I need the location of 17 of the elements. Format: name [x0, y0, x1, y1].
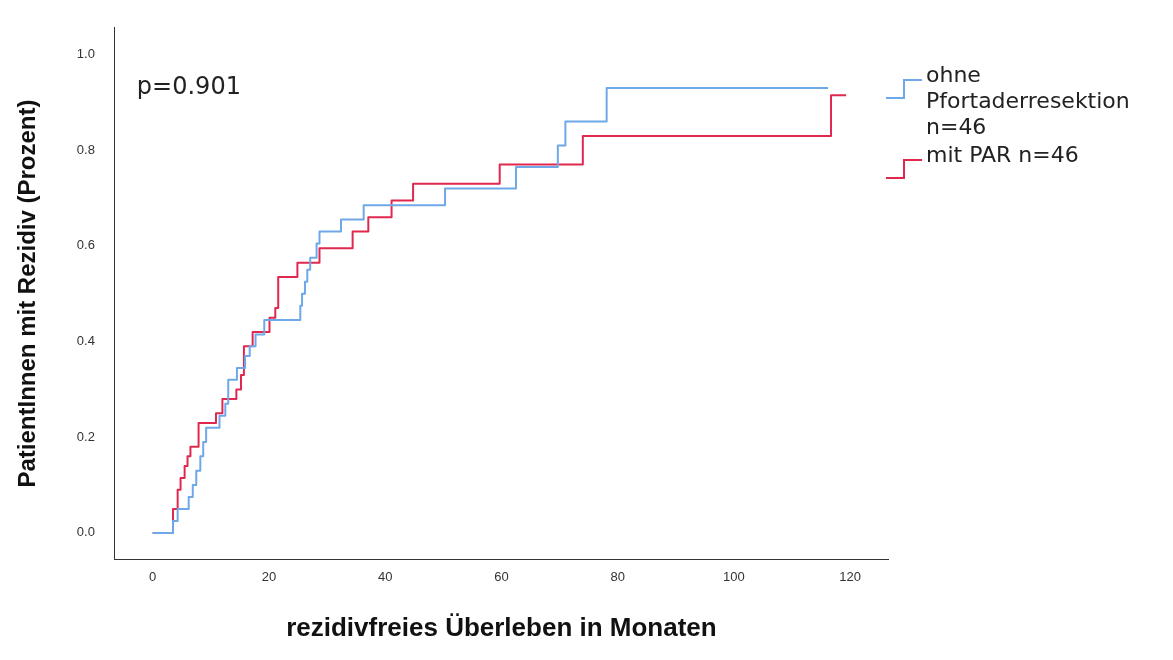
- x-tick-label: 20: [261, 568, 277, 584]
- legend-label: mit PAR n=46: [926, 142, 1080, 168]
- y-tick-label: 0.8: [76, 141, 95, 157]
- y-tick-label: 0.2: [76, 428, 95, 444]
- x-tick-label: 80: [610, 568, 625, 584]
- y-axis-title: PatientInnen mit Rezidiv (Prozent): [13, 99, 41, 488]
- y-tick-label: 0.4: [76, 333, 95, 349]
- x-tick-label: 40: [377, 568, 393, 584]
- annotation: p=0.901: [136, 72, 241, 101]
- y-tick-label: 0.6: [76, 237, 95, 253]
- x-tick-label: 60: [494, 568, 509, 584]
- x-tick-label: 100: [723, 568, 745, 584]
- y-tick-label: 1.0: [76, 46, 95, 62]
- y-tick-label: 0.0: [76, 524, 95, 540]
- x-tick-label: 0: [149, 568, 157, 584]
- x-tick-label: 120: [839, 568, 862, 584]
- x-axis-title: rezidivfreies Überleben in Monaten: [286, 611, 717, 642]
